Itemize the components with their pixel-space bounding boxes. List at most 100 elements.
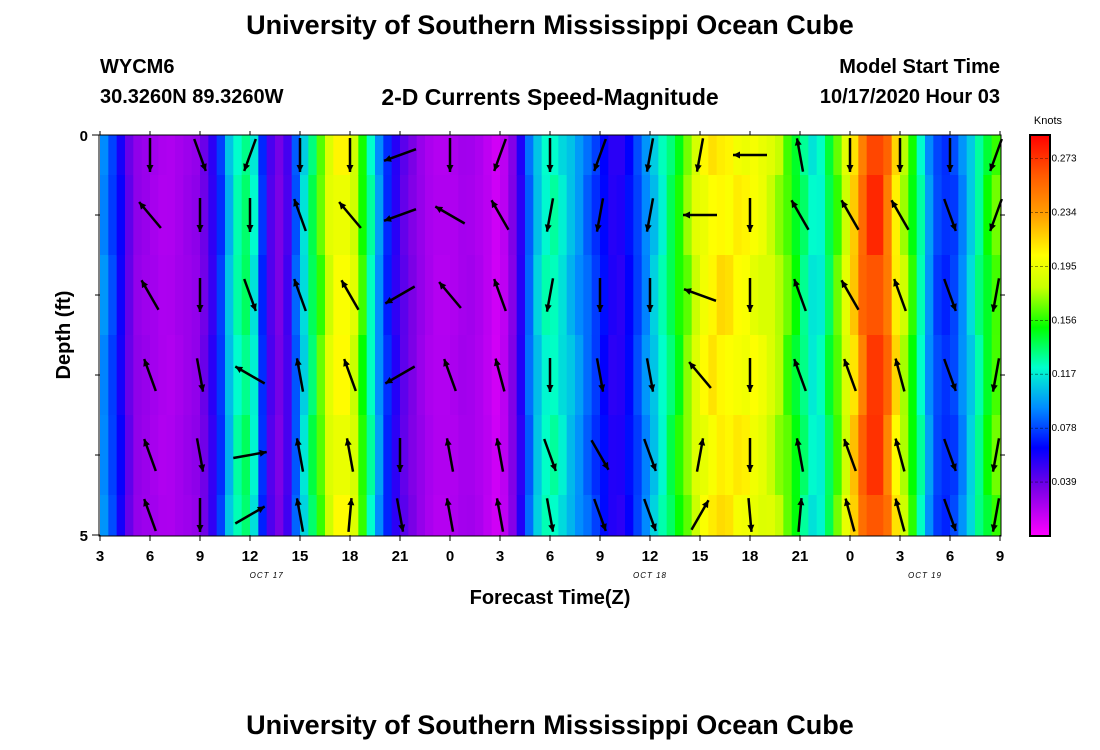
heat-cell bbox=[633, 175, 643, 256]
heat-cell bbox=[783, 135, 793, 176]
heat-cell bbox=[916, 415, 926, 496]
heat-cell bbox=[266, 335, 276, 416]
current-vector bbox=[844, 498, 856, 532]
heat-cell bbox=[725, 135, 734, 176]
heat-cell bbox=[525, 135, 534, 176]
vector-head bbox=[339, 201, 347, 210]
current-vector bbox=[243, 278, 257, 312]
heat-cell bbox=[841, 135, 851, 176]
current-vector bbox=[383, 208, 417, 222]
heat-cell bbox=[375, 415, 384, 496]
heat-cell bbox=[416, 495, 426, 536]
heat-cell bbox=[383, 175, 393, 256]
heat-cell bbox=[258, 135, 268, 176]
vector-head bbox=[894, 498, 901, 507]
heat-cell bbox=[175, 335, 184, 416]
heat-cell bbox=[666, 135, 676, 176]
colorbar-ticks: 0.039 0.078 0.117 0.156 0.195 0.234 0.273 bbox=[1030, 154, 1077, 488]
vector-head bbox=[439, 281, 447, 290]
heat-cell bbox=[316, 415, 326, 496]
heat-cell bbox=[858, 135, 868, 176]
vector-head bbox=[841, 200, 849, 209]
heat-cell bbox=[825, 135, 834, 176]
vector-head bbox=[601, 461, 609, 470]
heat-cell bbox=[900, 255, 909, 336]
heat-cell bbox=[208, 335, 218, 416]
current-vector bbox=[444, 438, 455, 472]
heat-cell bbox=[258, 175, 268, 256]
heat-cell bbox=[950, 335, 959, 416]
current-vector bbox=[340, 279, 360, 311]
heat-cell bbox=[758, 335, 768, 416]
heat-cell bbox=[925, 135, 934, 176]
heat-cell bbox=[600, 135, 609, 176]
x-tick-label: 6 bbox=[946, 548, 954, 565]
heat-cell bbox=[225, 335, 234, 416]
heat-cell bbox=[516, 335, 526, 416]
heat-cell bbox=[466, 255, 476, 336]
heat-cell bbox=[566, 175, 576, 256]
current-vector bbox=[843, 358, 857, 392]
heat-cell bbox=[575, 175, 584, 256]
heat-cell bbox=[641, 135, 651, 176]
heat-cell bbox=[941, 135, 951, 176]
vector-head bbox=[198, 384, 206, 392]
current-vector bbox=[746, 358, 754, 392]
heat-cell bbox=[658, 135, 668, 176]
current-vector bbox=[444, 498, 455, 532]
heat-cell bbox=[608, 415, 618, 496]
vector-head bbox=[250, 303, 257, 311]
heat-cell bbox=[108, 495, 118, 536]
heat-cell bbox=[966, 135, 976, 176]
vector-head bbox=[294, 498, 302, 506]
current-vector bbox=[790, 199, 810, 231]
heat-cell bbox=[591, 495, 601, 536]
vector-head bbox=[689, 361, 697, 370]
heat-cell bbox=[891, 335, 901, 416]
vector-head bbox=[347, 498, 355, 506]
current-vector bbox=[143, 498, 157, 532]
heat-cell bbox=[941, 335, 951, 416]
heat-cell bbox=[183, 415, 193, 496]
heat-cell bbox=[275, 135, 284, 176]
heat-cell bbox=[675, 495, 684, 536]
heat-cell bbox=[283, 335, 293, 416]
heat-cell bbox=[141, 335, 151, 416]
heat-cell bbox=[208, 415, 218, 496]
heat-cell bbox=[416, 175, 426, 256]
heat-cell bbox=[975, 415, 984, 496]
heat-cell bbox=[250, 495, 259, 536]
vector-head bbox=[746, 225, 754, 232]
heat-cell bbox=[933, 495, 943, 536]
vector-head bbox=[950, 303, 957, 311]
heat-cell bbox=[750, 175, 759, 256]
heat-cell bbox=[500, 495, 509, 536]
heat-cell bbox=[783, 255, 793, 336]
current-vector bbox=[594, 198, 605, 232]
heat-cell bbox=[733, 495, 743, 536]
current-vector bbox=[233, 449, 267, 460]
heat-cell bbox=[716, 415, 726, 496]
heat-cell bbox=[800, 175, 809, 256]
heat-cell bbox=[958, 255, 968, 336]
vector-head bbox=[385, 296, 394, 304]
heat-cell bbox=[233, 255, 243, 336]
current-vector bbox=[195, 438, 206, 472]
heat-cell bbox=[666, 495, 676, 536]
heat-cell bbox=[608, 175, 618, 256]
heat-cell bbox=[966, 495, 976, 536]
heat-cell bbox=[633, 495, 643, 536]
heat-cell bbox=[500, 415, 509, 496]
heat-cell bbox=[333, 335, 343, 416]
heat-cell bbox=[933, 175, 943, 256]
y-tick-label: 5 bbox=[80, 528, 88, 545]
heat-cell bbox=[850, 495, 859, 536]
vector-head bbox=[990, 524, 998, 532]
vector-head bbox=[200, 163, 207, 171]
heat-cell bbox=[308, 335, 318, 416]
heat-cell bbox=[383, 415, 393, 496]
heat-cell bbox=[183, 335, 193, 416]
heat-cell bbox=[891, 135, 901, 176]
heat-cell bbox=[241, 255, 251, 336]
heat-cell bbox=[233, 175, 243, 256]
